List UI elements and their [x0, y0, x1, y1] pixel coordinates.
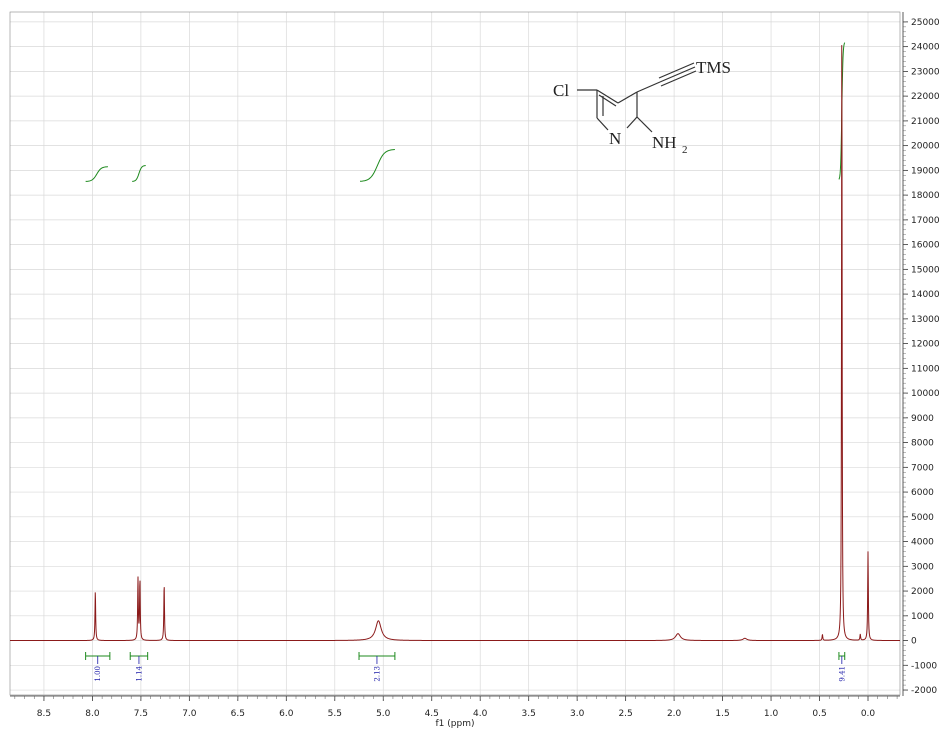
y-tick-label: 19000 — [911, 166, 940, 176]
x-tick-label: 2.0 — [667, 709, 682, 719]
atom-nh-subscript: 2 — [682, 144, 688, 156]
integral-curve — [132, 165, 146, 182]
x-tick-label: 8.5 — [37, 709, 51, 719]
y-tick-label: 11000 — [911, 364, 940, 374]
integral-value: 1.00 — [94, 666, 102, 682]
spectrum-line — [10, 45, 900, 642]
x-tick-label: 5.5 — [328, 709, 342, 719]
y-tick-label: 5000 — [911, 513, 934, 523]
atom-n: N — [609, 129, 621, 148]
x-tick-label: 6.5 — [231, 709, 245, 719]
y-tick-label: 1000 — [911, 612, 934, 622]
y-tick-label: 2000 — [911, 587, 934, 597]
atom-tms: TMS — [696, 58, 731, 77]
y-tick-label: 21000 — [911, 117, 940, 127]
x-tick-label: 1.0 — [764, 709, 779, 719]
integral-curve — [359, 149, 395, 182]
x-tick-label: 5.0 — [376, 709, 391, 719]
y-tick-label: 14000 — [911, 290, 940, 300]
x-tick-label: 7.5 — [134, 709, 148, 719]
y-tick-label: 25000 — [911, 18, 940, 28]
x-tick-label: 7.0 — [182, 709, 197, 719]
y-tick-label: 23000 — [911, 67, 940, 77]
x-tick-label: 4.0 — [473, 709, 488, 719]
x-tick-label: 6.0 — [279, 709, 294, 719]
y-tick-label: 7000 — [911, 463, 934, 473]
y-tick-label: 8000 — [911, 439, 934, 449]
x-tick-label: 0.0 — [861, 709, 876, 719]
x-tick-label: 3.5 — [522, 709, 536, 719]
y-axis: 2500024000230002200021000200001900018000… — [902, 12, 940, 696]
molecule-structure — [577, 62, 697, 133]
y-tick-label: -2000 — [911, 686, 937, 696]
integral-markers: 1.00 1.14 2.13 9.41 — [85, 652, 846, 682]
y-tick-label: 17000 — [911, 216, 940, 226]
y-tick-label: 12000 — [911, 340, 940, 350]
y-tick-label: 9000 — [911, 414, 934, 424]
x-tick-label: 0.5 — [812, 709, 826, 719]
x-tick-label: 8.0 — [85, 709, 100, 719]
x-axis-title: f1 (ppm) — [436, 719, 475, 729]
grid-lines — [10, 12, 900, 695]
x-tick-label: 1.5 — [715, 709, 729, 719]
integral-curve — [85, 166, 108, 182]
atom-nh: NH — [652, 133, 677, 152]
integral-value: 1.14 — [135, 665, 143, 681]
y-tick-label: 10000 — [911, 389, 940, 399]
x-axis: 8.5 8.0 7.5 7.0 6.5 6.0 5.5 5.0 4.5 4.0 3.5 3.0 2.5 2… — [10, 695, 900, 719]
integral-value: 9.41 — [838, 666, 846, 682]
y-tick-label: 3000 — [911, 562, 934, 572]
x-tick-label: 3.0 — [570, 709, 585, 719]
y-tick-label: 18000 — [911, 191, 940, 201]
y-tick-label: 16000 — [911, 241, 940, 251]
y-tick-label: 4000 — [911, 538, 934, 548]
y-tick-label: -1000 — [911, 661, 937, 671]
y-tick-label: 13000 — [911, 315, 940, 325]
y-tick-label: 24000 — [911, 43, 940, 53]
plot-frame — [9, 11, 901, 696]
y-tick-label: 20000 — [911, 142, 940, 152]
x-tick-label: 4.5 — [425, 709, 439, 719]
atom-cl: Cl — [553, 81, 569, 100]
y-tick-label: 22000 — [911, 92, 940, 102]
y-tick-label: 6000 — [911, 488, 934, 498]
integral-value: 2.13 — [373, 666, 381, 682]
x-tick-label: 2.5 — [618, 709, 632, 719]
y-tick-label: 0 — [911, 637, 917, 647]
y-tick-label: 15000 — [911, 265, 940, 275]
